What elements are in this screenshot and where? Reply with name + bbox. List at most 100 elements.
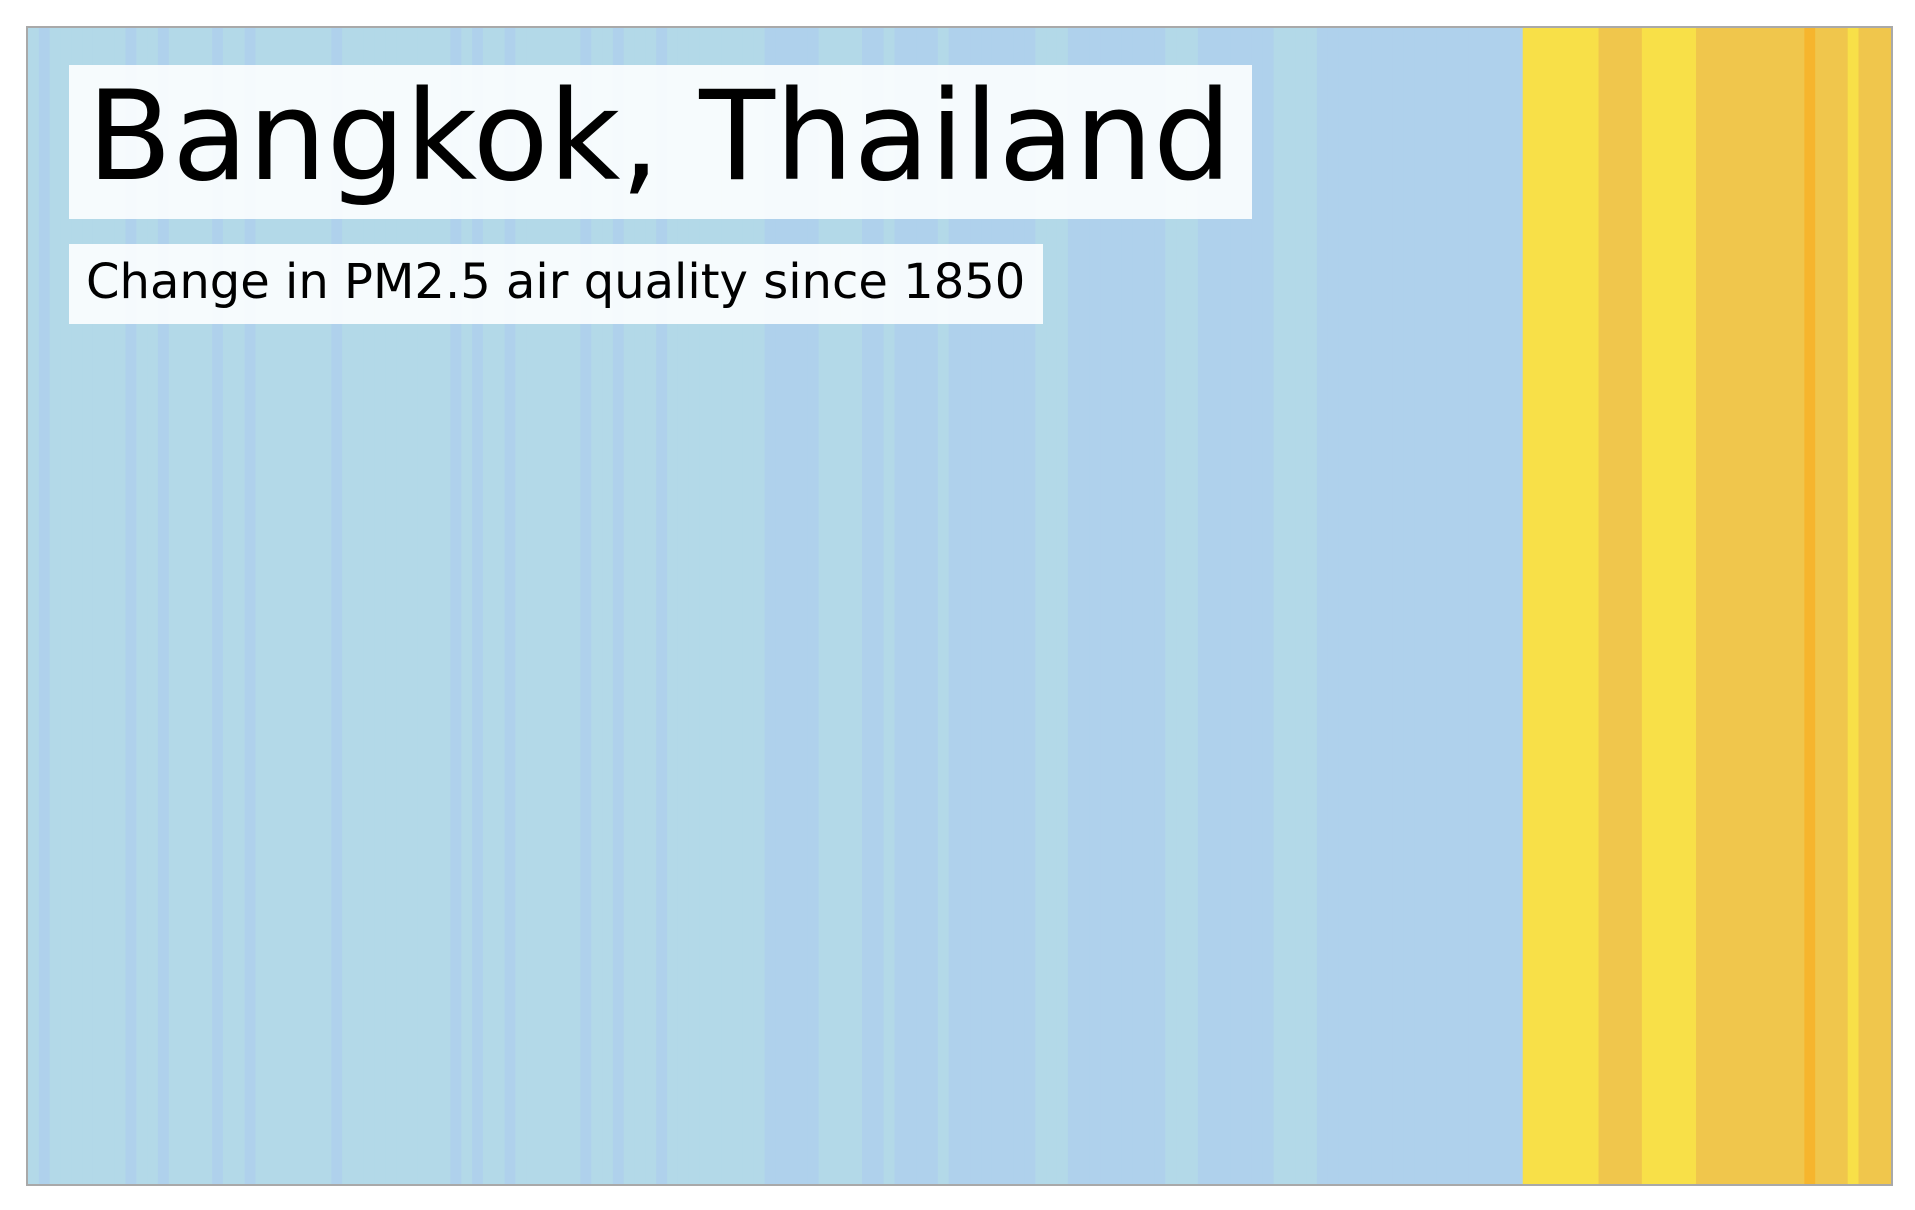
- stripe-1985: [1490, 28, 1502, 1184]
- stripe-1936: [959, 28, 971, 1184]
- stripe-1952: [1132, 28, 1145, 1184]
- stripe-1988: [1522, 28, 1535, 1184]
- stripe-1941: [1013, 28, 1026, 1184]
- stripe-2014: [1804, 28, 1816, 1184]
- stripe-1945: [1056, 28, 1069, 1184]
- stripe-1991: [1555, 28, 1567, 1184]
- stripe-1890: [461, 28, 473, 1184]
- stripe-1855: [82, 28, 94, 1184]
- stripe-1916: [742, 28, 755, 1184]
- stripe-1864: [179, 28, 192, 1184]
- stripe-2016: [1826, 28, 1838, 1184]
- stripe-2004: [1696, 28, 1708, 1184]
- warming-stripes-chart: Bangkok, Thailand Change in PM2.5 air qu…: [26, 26, 1893, 1186]
- stripe-1949: [1100, 28, 1112, 1184]
- stripe-1852: [49, 28, 62, 1184]
- stripe-2011: [1771, 28, 1784, 1184]
- stripe-1929: [883, 28, 896, 1184]
- stripe-1965: [1273, 28, 1286, 1184]
- stripe-1922: [807, 28, 820, 1184]
- stripe-1975: [1381, 28, 1394, 1184]
- stripe-1893: [493, 28, 506, 1184]
- stripe-1880: [352, 28, 365, 1184]
- stripe-1955: [1165, 28, 1177, 1184]
- stripe-1956: [1176, 28, 1188, 1184]
- stripe-2006: [1717, 28, 1730, 1184]
- stripe-1900: [569, 28, 582, 1184]
- stripe-2021: [1880, 28, 1891, 1184]
- stripe-1995: [1598, 28, 1610, 1184]
- stripe-1942: [1024, 28, 1036, 1184]
- stripe-1898: [547, 28, 560, 1184]
- stripe-1924: [829, 28, 841, 1184]
- stripe-1915: [732, 28, 744, 1184]
- stripe-1867: [212, 28, 224, 1184]
- stripe-1962: [1241, 28, 1253, 1184]
- stripe-1895: [515, 28, 527, 1184]
- stripe-1919: [775, 28, 787, 1184]
- stripe-1858: [114, 28, 127, 1184]
- stripe-1976: [1392, 28, 1405, 1184]
- stripe-1878: [331, 28, 343, 1184]
- stripe-1857: [103, 28, 116, 1184]
- stripe-1875: [298, 28, 311, 1184]
- stripe-1883: [385, 28, 397, 1184]
- stripe-2009: [1750, 28, 1762, 1184]
- stripe-1986: [1501, 28, 1513, 1184]
- stripe-1931: [905, 28, 917, 1184]
- stripe-1984: [1479, 28, 1491, 1184]
- stripe-1969: [1316, 28, 1329, 1184]
- stripe-1987: [1511, 28, 1524, 1184]
- stripe-1910: [677, 28, 690, 1184]
- stripe-1992: [1566, 28, 1578, 1184]
- stripe-1913: [710, 28, 722, 1184]
- stripe-1954: [1154, 28, 1166, 1184]
- stripe-1905: [623, 28, 636, 1184]
- stripe-1944: [1046, 28, 1058, 1184]
- stripe-1912: [699, 28, 711, 1184]
- stripe-1879: [342, 28, 354, 1184]
- stripe-1968: [1306, 28, 1318, 1184]
- stripe-2000: [1652, 28, 1665, 1184]
- stripe-1959: [1208, 28, 1221, 1184]
- stripe-1979: [1425, 28, 1437, 1184]
- stripe-1964: [1262, 28, 1275, 1184]
- stripe-1882: [374, 28, 387, 1184]
- stripe-1970: [1327, 28, 1340, 1184]
- stripe-1861: [147, 28, 159, 1184]
- stripe-1907: [645, 28, 657, 1184]
- stripe-1899: [558, 28, 571, 1184]
- stripe-2005: [1706, 28, 1719, 1184]
- stripe-1877: [320, 28, 332, 1184]
- stripe-1859: [125, 28, 137, 1184]
- stripe-1920: [786, 28, 798, 1184]
- stripe-1888: [439, 28, 452, 1184]
- stripe-1917: [753, 28, 766, 1184]
- stripe-1973: [1360, 28, 1372, 1184]
- stripe-1923: [818, 28, 831, 1184]
- stripe-1961: [1230, 28, 1242, 1184]
- stripe-1930: [894, 28, 906, 1184]
- stripe-1937: [970, 28, 982, 1184]
- stripe-1881: [363, 28, 376, 1184]
- stripe-1856: [92, 28, 105, 1184]
- stripe-1940: [1002, 28, 1015, 1184]
- stripe-1948: [1089, 28, 1101, 1184]
- stripe-2001: [1663, 28, 1675, 1184]
- stripe-1958: [1197, 28, 1210, 1184]
- stripe-1887: [428, 28, 441, 1184]
- stripe-1974: [1371, 28, 1383, 1184]
- stripe-1934: [937, 28, 950, 1184]
- stripe-1989: [1533, 28, 1545, 1184]
- stripe-1866: [201, 28, 213, 1184]
- stripe-1896: [526, 28, 538, 1184]
- stripe-1994: [1587, 28, 1600, 1184]
- stripe-1860: [136, 28, 148, 1184]
- stripe-1863: [168, 28, 181, 1184]
- stripe-1950: [1111, 28, 1123, 1184]
- stripe-2018: [1847, 28, 1860, 1184]
- stripe-1982: [1457, 28, 1470, 1184]
- stripe-1894: [504, 28, 517, 1184]
- stripe-1854: [71, 28, 83, 1184]
- stripe-1873: [277, 28, 289, 1184]
